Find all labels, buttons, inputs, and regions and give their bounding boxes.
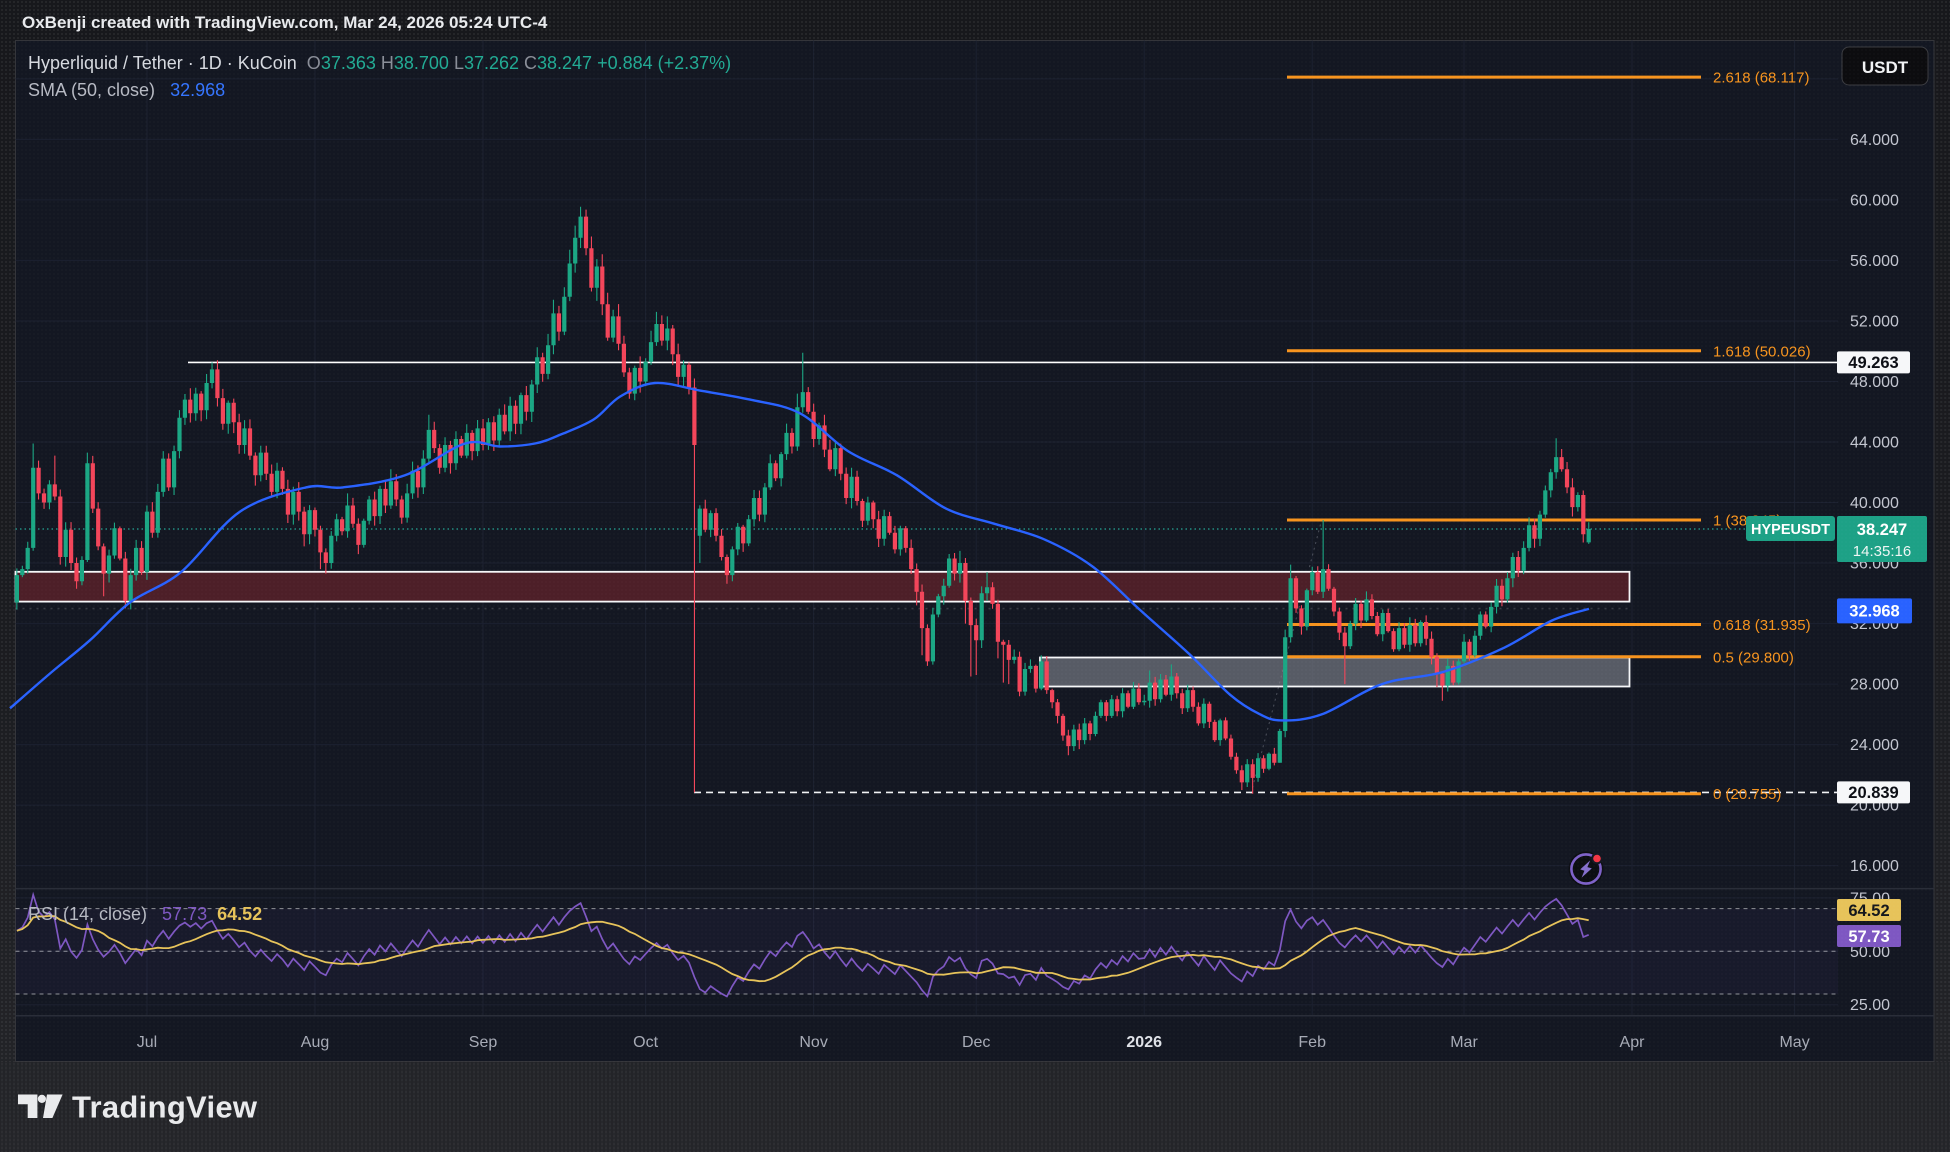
svg-text:Mar: Mar bbox=[1450, 1034, 1478, 1051]
svg-text:Hyperliquid / Tether · 1D · Ku: Hyperliquid / Tether · 1D · KuCoin O37.3… bbox=[28, 53, 731, 73]
svg-text:2.618 (68.117): 2.618 (68.117) bbox=[1713, 70, 1809, 87]
svg-text:Jul: Jul bbox=[137, 1034, 157, 1051]
svg-text:28.000: 28.000 bbox=[1850, 677, 1899, 694]
svg-text:0.618 (31.935): 0.618 (31.935) bbox=[1713, 617, 1811, 634]
svg-text:TradingView: TradingView bbox=[72, 1090, 258, 1125]
svg-text:49.263: 49.263 bbox=[1848, 354, 1898, 372]
svg-text:24.000: 24.000 bbox=[1850, 737, 1899, 754]
svg-text:May: May bbox=[1779, 1034, 1809, 1051]
svg-text:48.000: 48.000 bbox=[1850, 374, 1899, 391]
svg-text:Oct: Oct bbox=[633, 1034, 658, 1051]
svg-text:Sep: Sep bbox=[469, 1034, 498, 1051]
svg-text:Dec: Dec bbox=[962, 1034, 990, 1051]
svg-text:OxBenji created with TradingVi: OxBenji created with TradingView.com, Ma… bbox=[22, 13, 548, 32]
svg-text:Nov: Nov bbox=[799, 1034, 827, 1051]
svg-text:RSI (14, close) 57.73 64.52: RSI (14, close) 57.73 64.52 bbox=[28, 904, 262, 924]
svg-text:0 (20.755): 0 (20.755) bbox=[1713, 786, 1781, 803]
svg-text:25.00: 25.00 bbox=[1850, 997, 1890, 1014]
svg-text:20.839: 20.839 bbox=[1848, 784, 1898, 802]
svg-text:56.000: 56.000 bbox=[1850, 253, 1899, 270]
svg-text:64.000: 64.000 bbox=[1850, 132, 1899, 149]
svg-text:52.000: 52.000 bbox=[1850, 314, 1899, 331]
svg-text:44.000: 44.000 bbox=[1850, 435, 1899, 452]
svg-text:HYPEUSDT: HYPEUSDT bbox=[1751, 522, 1830, 538]
svg-text:14:35:16: 14:35:16 bbox=[1853, 543, 1911, 560]
svg-text:16.000: 16.000 bbox=[1850, 858, 1899, 875]
svg-text:57.73: 57.73 bbox=[1848, 928, 1889, 946]
svg-text:40.000: 40.000 bbox=[1850, 495, 1899, 512]
svg-text:50.00: 50.00 bbox=[1850, 944, 1890, 961]
svg-text:60.000: 60.000 bbox=[1850, 192, 1899, 209]
svg-text:32.968: 32.968 bbox=[1849, 603, 1899, 621]
svg-text:1.618 (50.026): 1.618 (50.026) bbox=[1713, 343, 1811, 360]
svg-text:Feb: Feb bbox=[1298, 1034, 1326, 1051]
svg-text:2026: 2026 bbox=[1126, 1034, 1162, 1051]
svg-text:0.5 (29.800): 0.5 (29.800) bbox=[1713, 649, 1794, 666]
svg-text:Aug: Aug bbox=[301, 1034, 329, 1051]
svg-text:64.52: 64.52 bbox=[1848, 902, 1889, 920]
svg-text:38.247: 38.247 bbox=[1857, 521, 1907, 539]
svg-text:Apr: Apr bbox=[1620, 1034, 1646, 1051]
svg-text:SMA (50, close) 32.968: SMA (50, close) 32.968 bbox=[28, 80, 225, 100]
svg-text:USDT: USDT bbox=[1862, 58, 1909, 77]
